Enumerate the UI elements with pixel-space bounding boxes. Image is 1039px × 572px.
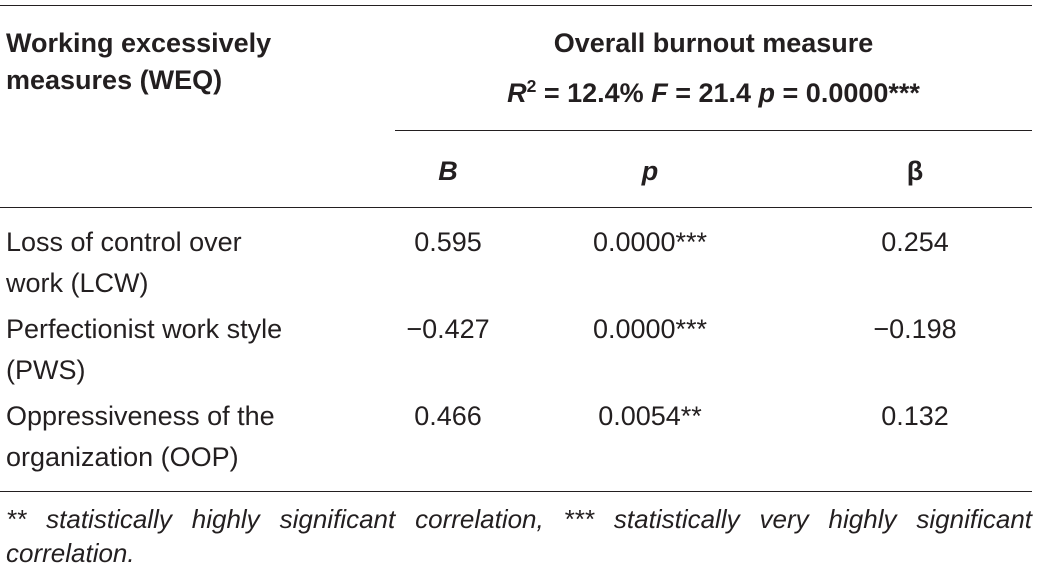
cell-oop-beta: 0.132 — [881, 401, 949, 431]
row-label-lcw-line1: Loss of control over — [6, 227, 242, 257]
stat-f-label: F — [651, 78, 668, 108]
group-header-rule — [395, 130, 1032, 131]
row-label-pws-line2: (PWS) — [6, 355, 86, 385]
header-stats-line: R2 = 12.4% F = 21.4 p = 0.0000*** — [395, 75, 1032, 112]
column-header-p: p — [641, 156, 659, 186]
cell-lcw-b: 0.595 — [414, 227, 482, 257]
table-footnote: ** statistically highly significant corr… — [6, 504, 1032, 568]
header-overall-burnout: Overall burnout measure — [553, 28, 874, 58]
row-label-oop-line2: organization (OOP) — [6, 442, 239, 472]
column-header-b: B — [438, 156, 458, 186]
row-label-lcw-line2: work (LCW) — [6, 268, 149, 298]
column-header-beta: β — [906, 156, 924, 186]
cell-pws-beta: −0.198 — [873, 314, 957, 344]
row-label-oop-line1: Oppressiveness of the — [6, 401, 275, 431]
stat-r-value: = 12.4% — [536, 78, 652, 108]
row-label-pws-line1: Perfectionist work style — [6, 314, 283, 344]
table-top-rule — [0, 5, 1032, 6]
stat-p-label: p — [758, 78, 776, 108]
cell-pws-b: −0.427 — [406, 314, 490, 344]
header-weq-line2: measures (WEQ) — [6, 65, 223, 95]
cell-lcw-p: 0.0000*** — [592, 227, 708, 257]
cell-oop-p: 0.0054** — [598, 401, 702, 431]
cell-lcw-beta: 0.254 — [881, 227, 949, 257]
cell-pws-p: 0.0000*** — [592, 314, 708, 344]
stat-f-value: = 21.4 — [667, 78, 759, 108]
table-bottom-rule — [0, 491, 1032, 492]
column-header-rule — [0, 207, 1032, 208]
cell-oop-b: 0.466 — [414, 401, 482, 431]
stat-p-value: = 0.0000*** — [775, 78, 920, 108]
header-weq-line1: Working excessively — [6, 28, 272, 58]
stat-r-label: R — [507, 78, 527, 108]
stat-r-superscript: 2 — [526, 76, 537, 96]
